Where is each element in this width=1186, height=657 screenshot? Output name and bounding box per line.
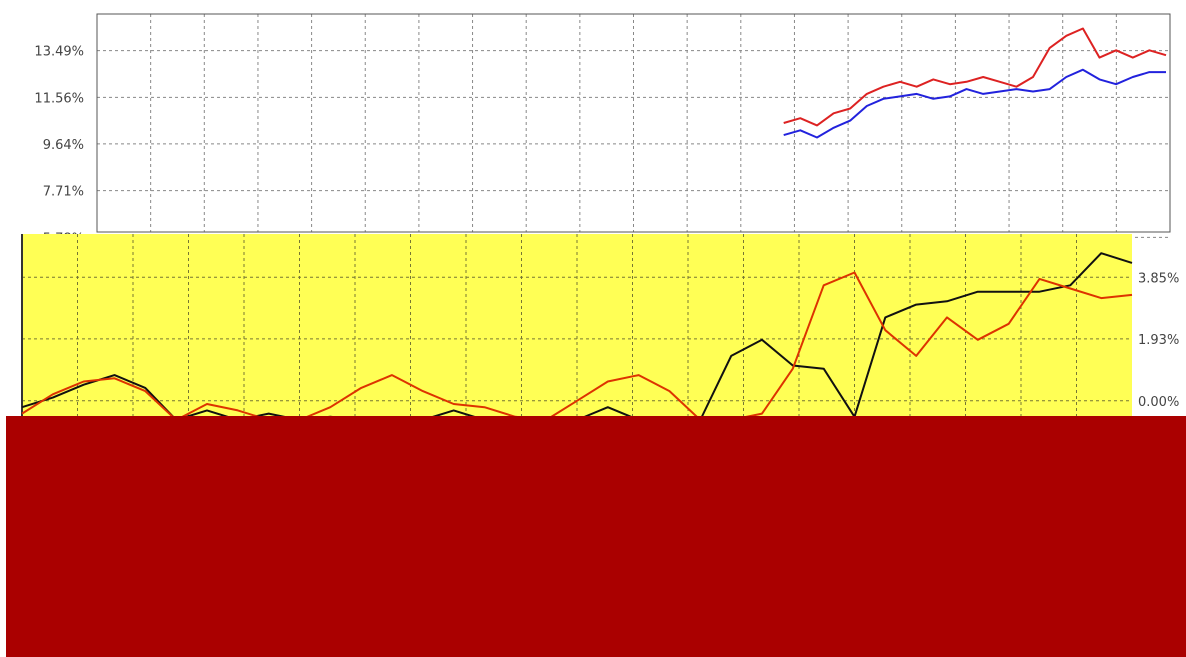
series-line-2-2 xyxy=(21,271,1133,421)
bottom-chart: 3.85% 1.93% 0.00% xyxy=(21,234,1179,421)
plot-frame xyxy=(96,13,1171,233)
top-chart: 13.49%11.56%9.64%7.71%5.78% xyxy=(34,13,1171,246)
y-tick-label: 11.56% xyxy=(34,91,84,106)
y-tick-label: 7.71% xyxy=(43,185,84,200)
y-tick-label: 1.93% xyxy=(1138,333,1179,348)
y-tick-label: 0.00% xyxy=(1138,395,1179,410)
y-tick-label: 13.49% xyxy=(34,45,84,60)
y-tick-label: 9.64% xyxy=(43,138,84,153)
overlay-layer xyxy=(6,416,1186,657)
red-overlay-block xyxy=(6,416,1186,657)
series-line-1-1 xyxy=(783,68,1166,139)
y-tick-label: 3.85% xyxy=(1138,271,1179,286)
series-line-1-2 xyxy=(783,27,1167,127)
